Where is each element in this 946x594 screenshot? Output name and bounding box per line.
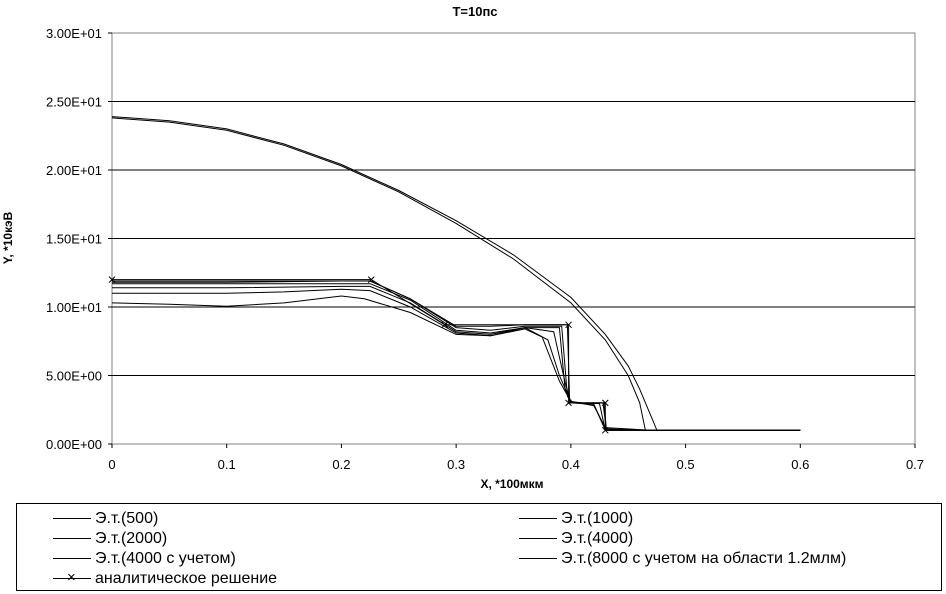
legend-item: Э.т.(500) [53, 510, 158, 528]
data-point-marker [565, 321, 572, 329]
x-tick-label: 0.5 [677, 457, 695, 472]
legend-cross-marker-icon [53, 569, 91, 588]
data-point-marker [108, 276, 116, 283]
legend-item: Э.т.(4000) [519, 530, 633, 548]
chart-area: T=10пс 0.00E+00 5.00E+00 1.00E+01 1.50E+01 2… [1, 4, 924, 491]
legend-item: Э.т.(1000) [519, 510, 633, 528]
series-line-upper-0 [111, 116, 801, 431]
x-tick-label: 0.7 [906, 457, 924, 472]
legend-item: Э.т.(2000) [53, 530, 167, 548]
y-axis-label: Y, *10кэВ [1, 211, 15, 264]
series-line-3 [112, 283, 801, 431]
x-tick-label: 0 [108, 457, 115, 472]
x-tick-label: 0.6 [791, 457, 809, 472]
legend-line-icon [519, 550, 557, 568]
legend-item: Э.т.(4000 с учетом) [53, 550, 236, 568]
y-axis-ticks: 0.00E+00 5.00E+00 1.00E+01 1.50E+01 2.00E+01… [46, 26, 112, 452]
data-point-marker [367, 276, 375, 283]
data-point-marker [601, 426, 609, 434]
x-tick-label: 0.3 [447, 457, 465, 472]
y-tick-label: 1.00E+01 [46, 300, 102, 315]
x-tick-label: 0.4 [562, 457, 580, 472]
legend-line-icon [519, 510, 557, 528]
legend-label: Э.т.(8000 с учетом на области 1.2млм) [561, 550, 847, 567]
legend-label: Э.т.(2000) [95, 530, 168, 547]
legend-label: Э.т.(1000) [561, 510, 634, 527]
y-tick-label: 5.00E+00 [46, 369, 102, 384]
data-point-marker [441, 321, 449, 329]
x-tick-label: 0.1 [218, 457, 236, 472]
legend-label: Э.т.(4000) [561, 530, 634, 547]
series-line-upper-1 [111, 117, 801, 431]
y-tick-label: 2.00E+01 [46, 163, 102, 178]
legend: Э.т.(500) Э.т.(1000) Э.т.(2000) Э.т.(400… [16, 503, 942, 591]
chart-title: T=10пс [452, 4, 497, 19]
legend-line-icon [53, 530, 91, 548]
series-line-2 [112, 285, 801, 431]
data-point-marker [601, 399, 609, 407]
legend-line-icon [53, 550, 91, 568]
x-tick-label: 0.2 [332, 457, 350, 472]
legend-line-icon [53, 510, 91, 528]
legend-label: аналитическое решение [95, 570, 278, 587]
data-point-marker [565, 399, 572, 407]
legend-item: аналитическое решение [53, 569, 278, 588]
series-group [108, 116, 801, 434]
y-tick-label: 2.50E+01 [46, 95, 102, 110]
legend-line-icon [519, 530, 557, 548]
legend-label: Э.т.(500) [95, 510, 159, 527]
x-axis-label: X, *100мкм [480, 477, 543, 491]
gridlines [112, 101, 915, 376]
legend-item: Э.т.(8000 с учетом на области 1.2млм) [519, 550, 846, 568]
legend-label: Э.т.(4000 с учетом) [95, 550, 236, 567]
y-tick-label: 1.50E+01 [46, 232, 102, 247]
x-axis-ticks: 0 0.1 0.2 0.3 0.4 0.5 0.6 0.7 [108, 444, 924, 472]
y-tick-label: 0.00E+00 [46, 437, 102, 452]
y-tick-label: 3.00E+01 [46, 26, 102, 41]
